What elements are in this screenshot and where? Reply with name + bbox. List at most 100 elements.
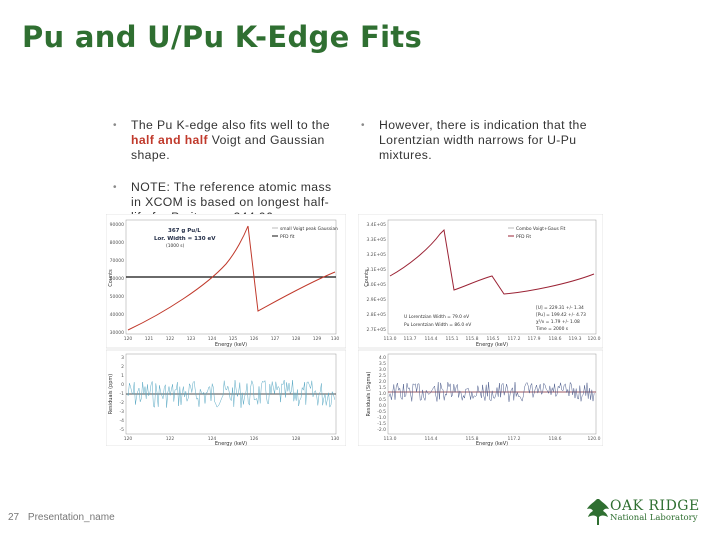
svg-text:-1: -1 (120, 391, 125, 397)
svg-text:117.9: 117.9 (528, 336, 541, 342)
svg-text:124: 124 (208, 436, 217, 442)
svg-text:129: 129 (313, 336, 322, 342)
left-res-yticks: 3 2 1 0 -1 -2 -3 -4 -5 (120, 355, 125, 433)
svg-text:Combo Voigt+Gaus Fit: Combo Voigt+Gaus Fit (516, 226, 566, 232)
svg-text:Time = 2000 s: Time = 2000 s (535, 326, 569, 332)
svg-text:50000: 50000 (110, 294, 124, 300)
right-residual-noise (388, 381, 595, 402)
svg-text:-2: -2 (120, 400, 125, 406)
svg-text:70000: 70000 (110, 258, 124, 264)
svg-text:(1000 s): (1000 s) (166, 243, 185, 249)
svg-text:1.5: 1.5 (379, 385, 386, 391)
svg-text:120.0: 120.0 (588, 436, 601, 442)
slide-title: Pu and U/Pu K-Edge Fits (22, 20, 423, 54)
svg-text:Pu Lorentzian Width = 86.0 eV: Pu Lorentzian Width = 86.0 eV (404, 322, 471, 328)
svg-text:2.8E+05: 2.8E+05 (367, 312, 387, 318)
right-annotation-widths: U Lorentzian Width = 79.0 eV Pu Lorentzi… (404, 314, 471, 328)
svg-text:-0.5: -0.5 (377, 409, 386, 415)
svg-text:-1.5: -1.5 (377, 421, 386, 427)
footer-presentation-name: Presentation_name (27, 512, 115, 523)
right-res-yticks: 4.0 3.5 3.0 2.5 2.0 1.5 1.0 0.5 0.0 -0.5… (377, 355, 386, 433)
svg-text:3.5: 3.5 (379, 361, 386, 367)
oak-ridge-wordmark: OAK RIDGE National Laboratory (610, 498, 700, 523)
svg-text:113.0: 113.0 (384, 336, 397, 342)
slide-number: 27 (8, 512, 20, 523)
svg-text:2: 2 (121, 364, 124, 370)
svg-text:3.4E+05: 3.4E+05 (367, 222, 387, 228)
svg-text:60000: 60000 (110, 276, 124, 282)
svg-text:2.0: 2.0 (379, 379, 386, 385)
svg-text:117.2: 117.2 (508, 336, 521, 342)
svg-text:3.0: 3.0 (379, 367, 386, 373)
svg-text:117.2: 117.2 (508, 436, 521, 442)
svg-text:3.1E+05: 3.1E+05 (367, 267, 387, 273)
svg-text:30000: 30000 (110, 330, 124, 336)
right-res-xlabel: Energy (keV) (476, 441, 508, 446)
svg-text:-3: -3 (120, 409, 125, 415)
left-fit-ylabel: Counts (108, 269, 114, 287)
svg-text:-2.0: -2.0 (377, 427, 386, 433)
svg-text:[U] = 229.31 +/- 1.34: [U] = 229.31 +/- 1.34 (536, 305, 584, 311)
svg-text:4.0: 4.0 (379, 355, 386, 361)
svg-text:121: 121 (145, 336, 154, 342)
svg-text:122: 122 (166, 336, 175, 342)
svg-text:118.6: 118.6 (549, 336, 562, 342)
svg-text:120: 120 (124, 436, 133, 442)
right-fit-plot: 3.4E+05 3.3E+05 3.2E+05 3.1E+05 3.0E+05 … (358, 214, 603, 349)
left-res-ylabel: Residuals (ppm) (108, 374, 114, 414)
svg-text:3.2E+05: 3.2E+05 (367, 252, 387, 258)
svg-text:PFD Fit: PFD Fit (516, 234, 531, 240)
svg-text:115.8: 115.8 (466, 336, 479, 342)
svg-text:116.5: 116.5 (487, 336, 500, 342)
svg-text:3.3E+05: 3.3E+05 (367, 237, 387, 243)
highlight-half-and-half: half and half (131, 133, 208, 147)
svg-text:-4: -4 (120, 418, 125, 424)
svg-text:113.0: 113.0 (384, 436, 397, 442)
svg-text:128: 128 (292, 436, 301, 442)
left-fit-plot: 90000 80000 70000 60000 50000 40000 3000… (106, 214, 346, 349)
svg-text:127: 127 (271, 336, 280, 342)
right-fit-xlabel: Energy (keV) (476, 342, 508, 348)
left-residual-noise (126, 379, 335, 408)
left-figure: 90000 80000 70000 60000 50000 40000 3000… (106, 214, 346, 446)
right-legend: Combo Voigt+Gaus Fit PFD Fit (508, 226, 566, 240)
svg-text:114.4: 114.4 (425, 336, 438, 342)
right-fit-yticks: 3.4E+05 3.3E+05 3.2E+05 3.1E+05 3.0E+05 … (367, 222, 387, 333)
svg-text:3: 3 (121, 355, 124, 361)
svg-text:122: 122 (166, 436, 175, 442)
right-annotation-results: [U] = 229.31 +/- 1.34 [Pu] = 199.42 +/- … (535, 305, 586, 332)
right-fit-ylabel: Counts (364, 269, 370, 287)
svg-text:PFD fit: PFD fit (280, 234, 295, 240)
svg-text:128: 128 (292, 336, 301, 342)
svg-text:3.0E+05: 3.0E+05 (367, 282, 387, 288)
svg-text:123: 123 (187, 336, 196, 342)
svg-text:80000: 80000 (110, 240, 124, 246)
svg-text:130: 130 (331, 336, 340, 342)
svg-text:124: 124 (208, 336, 217, 342)
svg-text:0: 0 (121, 382, 124, 388)
left-legend: small Voigt peak Gaussian PFD fit (272, 226, 338, 240)
svg-text:126: 126 (250, 336, 259, 342)
right-residual-plot: 4.0 3.5 3.0 2.5 2.0 1.5 1.0 0.5 0.0 -0.5… (358, 349, 603, 446)
svg-text:115.8: 115.8 (466, 436, 479, 442)
right-res-xticks: 113.0 114.4 115.8 117.2 118.6 120.0 (384, 436, 601, 442)
svg-text:U Lorentzian Width = 79.0 eV: U Lorentzian Width = 79.0 eV (404, 314, 469, 320)
footer: 27 Presentation_name (8, 512, 115, 523)
svg-text:114.4: 114.4 (425, 436, 438, 442)
right-res-ylabel: Residuals (Sigma) (366, 372, 372, 417)
bullet-lorentzian-width: However, there is indication that the Lo… (361, 118, 601, 163)
left-fit-yticks: 90000 80000 70000 60000 50000 40000 3000… (110, 222, 124, 336)
right-bullet-list: However, there is indication that the Lo… (361, 118, 601, 180)
svg-text:126: 126 (250, 436, 259, 442)
svg-text:120.0: 120.0 (588, 336, 601, 342)
svg-text:Lor. Width = 130 eV: Lor. Width = 130 eV (154, 236, 216, 242)
left-fit-xlabel: Energy (keV) (215, 342, 247, 348)
svg-text:115.1: 115.1 (446, 336, 459, 342)
svg-text:367 g Pu/L: 367 g Pu/L (168, 228, 201, 234)
left-res-xticks: 120 122 124 126 128 130 (124, 436, 340, 442)
right-data-curve (389, 228, 595, 295)
svg-text:0.5: 0.5 (379, 397, 386, 403)
svg-text:130: 130 (331, 436, 340, 442)
svg-text:1: 1 (121, 373, 124, 379)
right-fit-xticks: 113.0 113.7 114.4 115.1 115.8 116.5 117.… (384, 336, 601, 342)
